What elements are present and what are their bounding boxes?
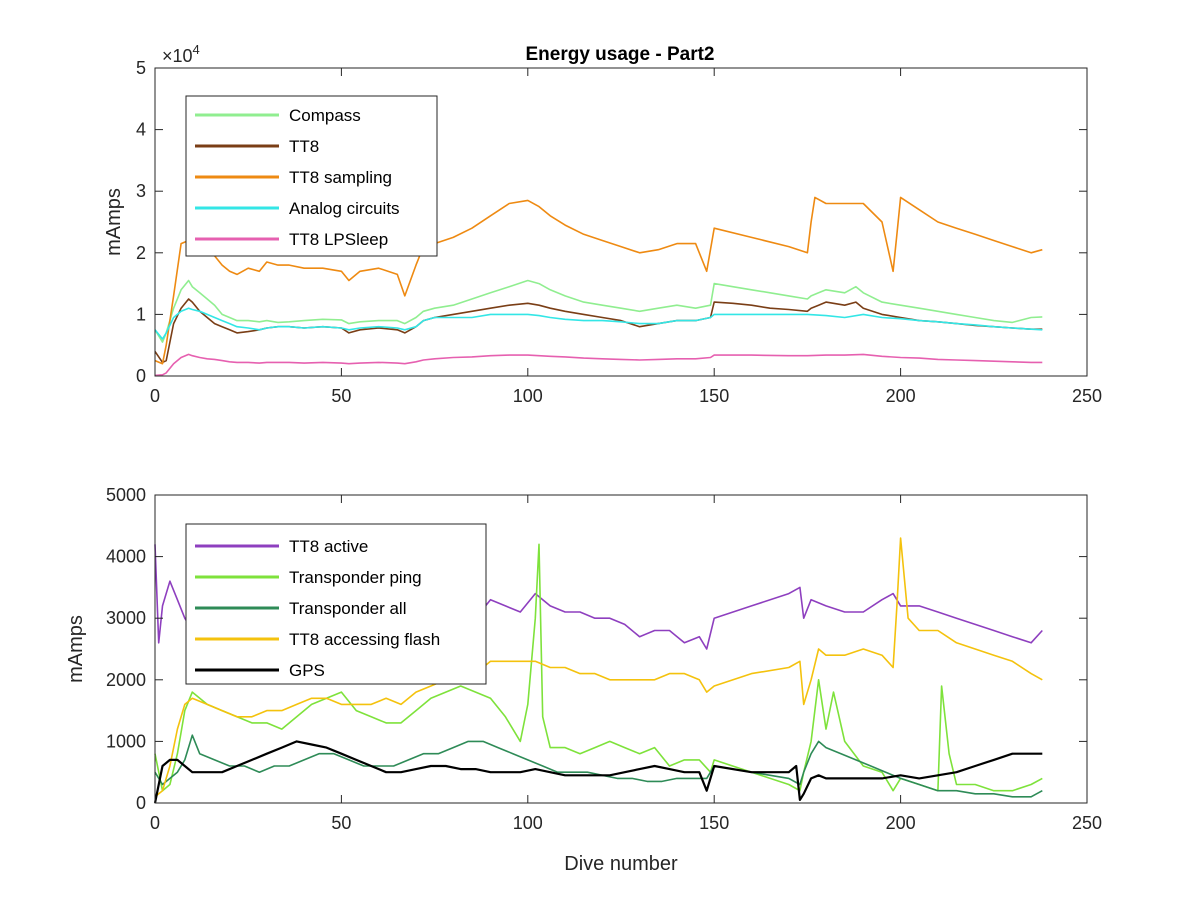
bottom-series-transponder-all (154, 734, 1043, 798)
bottom-series-gps (153, 740, 1043, 804)
bottom-series-tt8-accessing-flash (154, 537, 1043, 798)
top-y-tick-label: 3 (136, 181, 146, 201)
bottom-y-tick-label: 0 (136, 793, 146, 813)
bottom-legend-label-tt8-accessing-flash: TT8 accessing flash (289, 630, 440, 649)
bottom-x-tick-label: 50 (331, 813, 351, 833)
bottom-x-tick-label: 100 (513, 813, 543, 833)
top-legend-label-analog-circuits: Analog circuits (289, 199, 400, 218)
bottom-x-tick-label: 200 (886, 813, 916, 833)
top-series-analog-circuits (154, 307, 1043, 340)
bottom-plot: 0 50 100 150 200 250 0 1000 2000 3000 4000 5000 mA… (65, 485, 1102, 875)
top-plot: Energy usage - Part2 ×104 0 50 100 150 200 25… (103, 42, 1102, 406)
x-axis-label: Dive number (564, 853, 678, 875)
bottom-y-tick-label: 2000 (106, 670, 146, 690)
bottom-legend: TT8 active Transponder ping Transponder al… (185, 523, 487, 685)
bottom-legend-label-tt8-active: TT8 active (289, 537, 368, 556)
top-x-tick-label: 100 (513, 386, 543, 406)
top-series-tt8-lpsleep (154, 353, 1043, 377)
top-x-tick-label: 50 (331, 386, 351, 406)
top-y-tick-label: 2 (136, 243, 146, 263)
top-axes-box (154, 67, 1088, 377)
top-x-tick-label: 200 (886, 386, 916, 406)
bottom-legend-label-transponder-all: Transponder all (289, 599, 407, 618)
top-x-tick-label: 250 (1072, 386, 1102, 406)
bottom-y-tick-label: 1000 (106, 731, 146, 751)
bottom-x-tick-label: 150 (699, 813, 729, 833)
top-y-tick-label: 1 (136, 304, 146, 324)
y-exponent-label: ×104 (162, 42, 200, 66)
top-y-axis-label: mAmps (103, 188, 125, 256)
top-series-group (154, 196, 1043, 377)
bottom-y-axis-label: mAmps (65, 615, 87, 683)
top-x-tick-label: 0 (150, 386, 160, 406)
chart-title: Energy usage - Part2 (525, 44, 714, 65)
bottom-series-transponder-ping (154, 543, 1043, 792)
top-y-tick-label: 5 (136, 58, 146, 78)
bottom-y-tick-label: 4000 (106, 547, 146, 567)
bottom-y-tick-label: 3000 (106, 608, 146, 628)
bottom-y-ticks: 0 1000 2000 3000 4000 5000 (106, 485, 1087, 813)
bottom-x-ticks: 0 50 100 150 200 250 (150, 495, 1102, 833)
top-legend-label-tt8-sampling: TT8 sampling (289, 168, 392, 187)
top-legend: Compass TT8 TT8 sampling Analog circuits TT8… (185, 95, 438, 257)
top-y-tick-label: 4 (136, 120, 146, 140)
bottom-y-tick-label: 5000 (106, 485, 146, 505)
top-series-tt8 (154, 298, 1043, 364)
top-legend-label-compass: Compass (289, 106, 361, 125)
top-x-tick-label: 150 (699, 386, 729, 406)
bottom-legend-label-gps: GPS (289, 661, 325, 680)
top-series-compass (154, 279, 1043, 343)
bottom-axes-box (154, 494, 1088, 804)
bottom-x-tick-label: 0 (150, 813, 160, 833)
top-y-ticks: 0 1 2 3 4 5 (136, 58, 1087, 386)
top-legend-box (185, 95, 438, 257)
top-y-tick-label: 0 (136, 366, 146, 386)
top-x-ticks: 0 50 100 150 200 250 (150, 68, 1102, 406)
top-series-tt8-sampling (154, 196, 1043, 365)
bottom-x-tick-label: 250 (1072, 813, 1102, 833)
top-legend-label-tt8: TT8 (289, 137, 319, 156)
top-legend-label-tt8-lpsleep: TT8 LPSleep (289, 230, 388, 249)
bottom-legend-label-transponder-ping: Transponder ping (289, 568, 422, 587)
bottom-legend-box (185, 523, 487, 685)
